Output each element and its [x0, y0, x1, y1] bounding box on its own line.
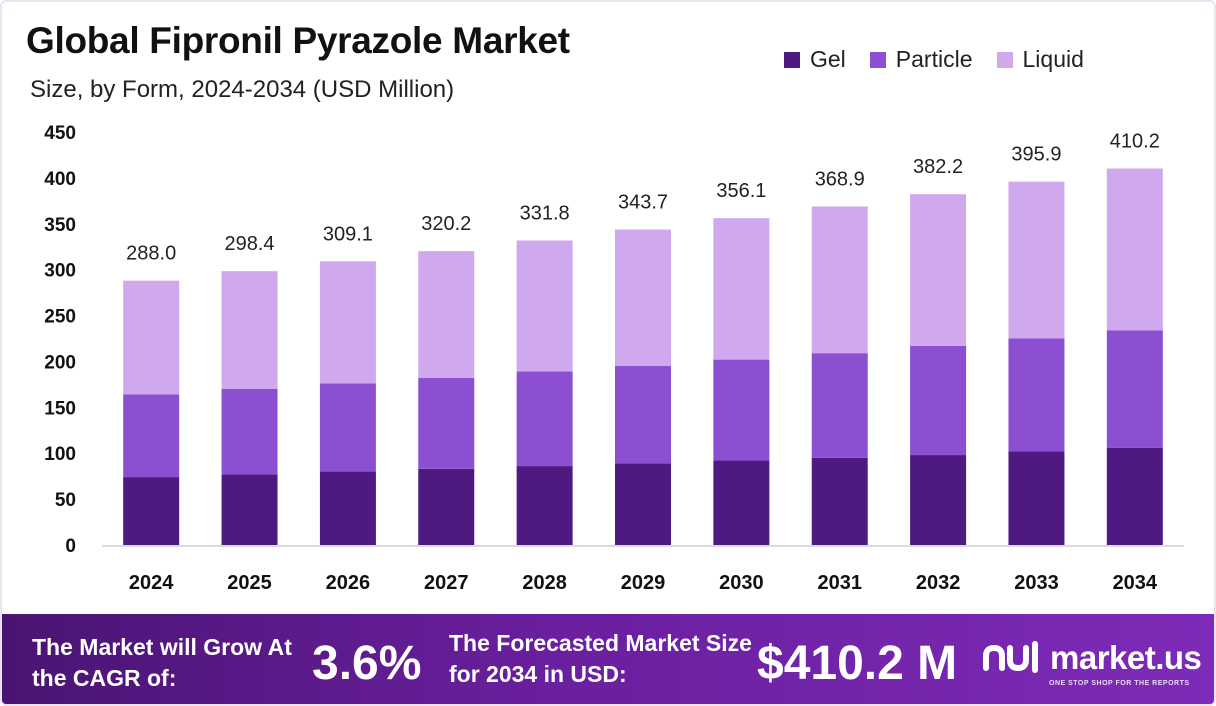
bar-segment-liquid: [910, 194, 967, 346]
chart-subtitle: Size, by Form, 2024-2034 (USD Million): [30, 76, 455, 103]
legend-label-particle: Particle: [895, 46, 973, 72]
y-tick-label: 50: [55, 490, 76, 511]
bar-segment-liquid: [319, 261, 376, 384]
bar-segment-liquid: [811, 206, 868, 354]
x-tick-label: 2030: [719, 572, 764, 594]
bar-segment-particle: [910, 345, 967, 456]
bar-total-label: 343.7: [618, 192, 668, 214]
bar-segment-particle: [418, 377, 475, 469]
y-tick-label: 250: [44, 307, 76, 328]
bar-segment-particle: [615, 366, 671, 464]
bar-segment-gel: [221, 474, 278, 545]
bar-segment-gel: [910, 455, 967, 545]
bar-segment-gel: [123, 477, 180, 545]
bar-segment-liquid: [418, 251, 475, 378]
bar-segment-liquid: [123, 280, 180, 395]
bar-segment-gel: [319, 471, 376, 545]
bar-segment-particle: [1106, 330, 1163, 448]
bar-segment-particle: [221, 388, 278, 475]
x-tick-label: 2024: [129, 572, 174, 594]
forecast-size-label: The Forecasted Market Size for 2034 in U…: [449, 630, 752, 687]
y-tick-label: 300: [44, 261, 76, 282]
y-tick-label: 0: [65, 536, 76, 557]
bar-total-label: 288.0: [126, 243, 176, 265]
y-tick-label: 400: [44, 169, 76, 190]
y-tick-label: 200: [44, 352, 76, 373]
bar-total-label: 320.2: [421, 213, 471, 235]
bar-segment-particle: [123, 394, 180, 478]
bar-total-label: 382.2: [913, 156, 963, 178]
legend-swatch-gel: [784, 51, 800, 68]
legend-item-gel: Gel: [784, 46, 846, 73]
brand-tagline: ONE STOP SHOP FOR THE REPORTS: [1049, 680, 1190, 687]
bar-segment-liquid: [516, 240, 573, 372]
bar-segment-particle: [811, 353, 868, 458]
chart-title: Global Fipronil Pyrazole Market: [26, 20, 570, 61]
bar-segment-gel: [418, 468, 475, 545]
x-tick-label: 2032: [916, 572, 961, 594]
x-tick-label: 2034: [1113, 572, 1158, 594]
cagr-value: 3.6%: [312, 637, 422, 690]
cagr-label: The Market will Grow At the CAGR of:: [32, 634, 292, 691]
bar-segment-particle: [516, 371, 573, 467]
bar-segment-gel: [811, 457, 868, 545]
bar-segment-gel: [615, 463, 671, 545]
bar-segment-liquid: [1106, 168, 1163, 331]
bar-segment-liquid: [1008, 181, 1065, 339]
x-tick-label: 2029: [621, 572, 666, 594]
legend-label-liquid: Liquid: [1022, 46, 1084, 72]
bar-total-label: 368.9: [815, 168, 865, 190]
bar-segment-liquid: [713, 218, 770, 360]
bar-total-label: 410.2: [1110, 131, 1160, 153]
bar-segment-gel: [1106, 447, 1163, 545]
bar-segment-gel: [713, 460, 770, 545]
x-tick-label: 2031: [817, 572, 862, 594]
bar-total-label: 331.8: [520, 202, 570, 224]
bar-segment-particle: [319, 383, 376, 472]
brand-logo: market.us: [982, 638, 1202, 678]
x-tick-label: 2033: [1014, 572, 1059, 594]
bar-segment-gel: [516, 466, 573, 545]
bar-total-label: 309.1: [323, 223, 373, 245]
y-tick-label: 350: [44, 215, 76, 236]
legend-label-gel: Gel: [810, 46, 846, 72]
bar-segment-particle: [1008, 338, 1065, 452]
bar-total-label: 298.4: [225, 233, 275, 255]
forecast-size-value: $410.2 M: [757, 637, 958, 690]
legend-item-liquid: Liquid: [996, 46, 1084, 73]
legend-swatch-liquid: [996, 51, 1013, 68]
bar-segment-liquid: [615, 229, 671, 367]
stacked-bar-chart: 0 50 100 150 200 250 300 350 400 450 288.0 2024 298.…: [44, 123, 1184, 594]
legend-item-particle: Particle: [869, 46, 973, 73]
brand-name: market.us: [1050, 639, 1202, 676]
legend: Gel Particle Liquid: [784, 46, 1084, 73]
bar-total-label: 395.9: [1011, 144, 1061, 166]
y-tick-label: 150: [44, 398, 76, 419]
x-tick-label: 2025: [227, 572, 272, 594]
market-us-logo-icon: [983, 641, 1038, 673]
y-tick-label: 450: [44, 123, 76, 144]
bar-segment-particle: [713, 359, 770, 461]
x-tick-label: 2028: [522, 572, 567, 594]
bar-segment-liquid: [221, 271, 278, 389]
bar-total-label: 356.1: [716, 180, 766, 202]
x-tick-label: 2027: [424, 572, 469, 594]
bar-segment-gel: [1008, 451, 1065, 545]
footer-banner: The Market will Grow At the CAGR of: 3.6…: [2, 614, 1214, 704]
x-tick-label: 2026: [326, 572, 371, 594]
y-tick-label: 100: [44, 444, 76, 465]
legend-swatch-particle: [869, 51, 886, 68]
